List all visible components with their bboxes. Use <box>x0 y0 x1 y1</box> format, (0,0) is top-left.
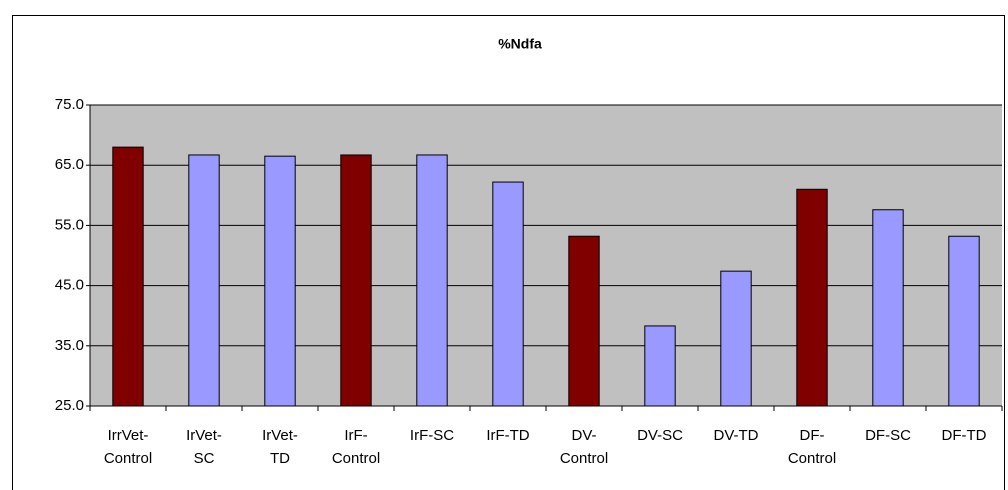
x-tick-label: DV-SC <box>637 427 683 444</box>
bar <box>948 235 980 407</box>
x-tick-label-line: DF- <box>800 427 825 444</box>
x-tick-label: DF- Control <box>788 427 836 467</box>
x-tick-label: IrF-SC <box>410 427 454 444</box>
x-tick-label-line: IrrVet- <box>108 427 149 444</box>
y-tick-label: 75.0 <box>55 96 84 113</box>
bar <box>568 235 600 407</box>
x-tick-label-line: Control <box>788 450 836 467</box>
y-tick-label: 45.0 <box>55 277 84 294</box>
bar <box>644 325 676 407</box>
x-tick-label: DF-TD <box>942 427 987 444</box>
x-tick-label: IrF- Control <box>332 427 380 467</box>
plot-area <box>90 105 1002 406</box>
chart-title: %Ndfa <box>498 36 542 52</box>
x-tick-label-line: Control <box>560 450 608 467</box>
x-tick-label: DV- Control <box>560 427 608 467</box>
y-tick-label: 65.0 <box>55 156 84 173</box>
x-tick-label-line: SC <box>194 450 215 467</box>
x-tick-label-line: IrVet- <box>186 427 222 444</box>
bar <box>188 154 220 407</box>
bar <box>264 155 296 407</box>
bar <box>796 188 828 407</box>
bar <box>720 270 752 407</box>
y-tick-label: 25.0 <box>55 397 84 414</box>
bar <box>340 154 372 407</box>
bar <box>112 146 144 407</box>
bar <box>872 209 904 407</box>
x-tick-label: IrF-TD <box>486 427 529 444</box>
x-tick-label-line: TD <box>270 450 290 467</box>
y-tick-label: 35.0 <box>55 337 84 354</box>
x-tick-label: IrVet- TD <box>262 427 298 467</box>
x-tick-label: DF-SC <box>865 427 911 444</box>
x-tick-label-line: IrVet- <box>262 427 298 444</box>
x-tick-label: DV-TD <box>714 427 759 444</box>
bar <box>416 154 448 407</box>
bar <box>492 181 524 407</box>
x-tick-label-line: IrF- <box>344 427 367 444</box>
y-tick-label: 55.0 <box>55 216 84 233</box>
x-tick-label-line: Control <box>332 450 380 467</box>
x-tick-label-line: DV- <box>571 427 596 444</box>
x-tick-label: IrrVet- Control <box>104 427 152 467</box>
x-tick-label: IrVet- SC <box>186 427 222 467</box>
x-tick-label-line: Control <box>104 450 152 467</box>
